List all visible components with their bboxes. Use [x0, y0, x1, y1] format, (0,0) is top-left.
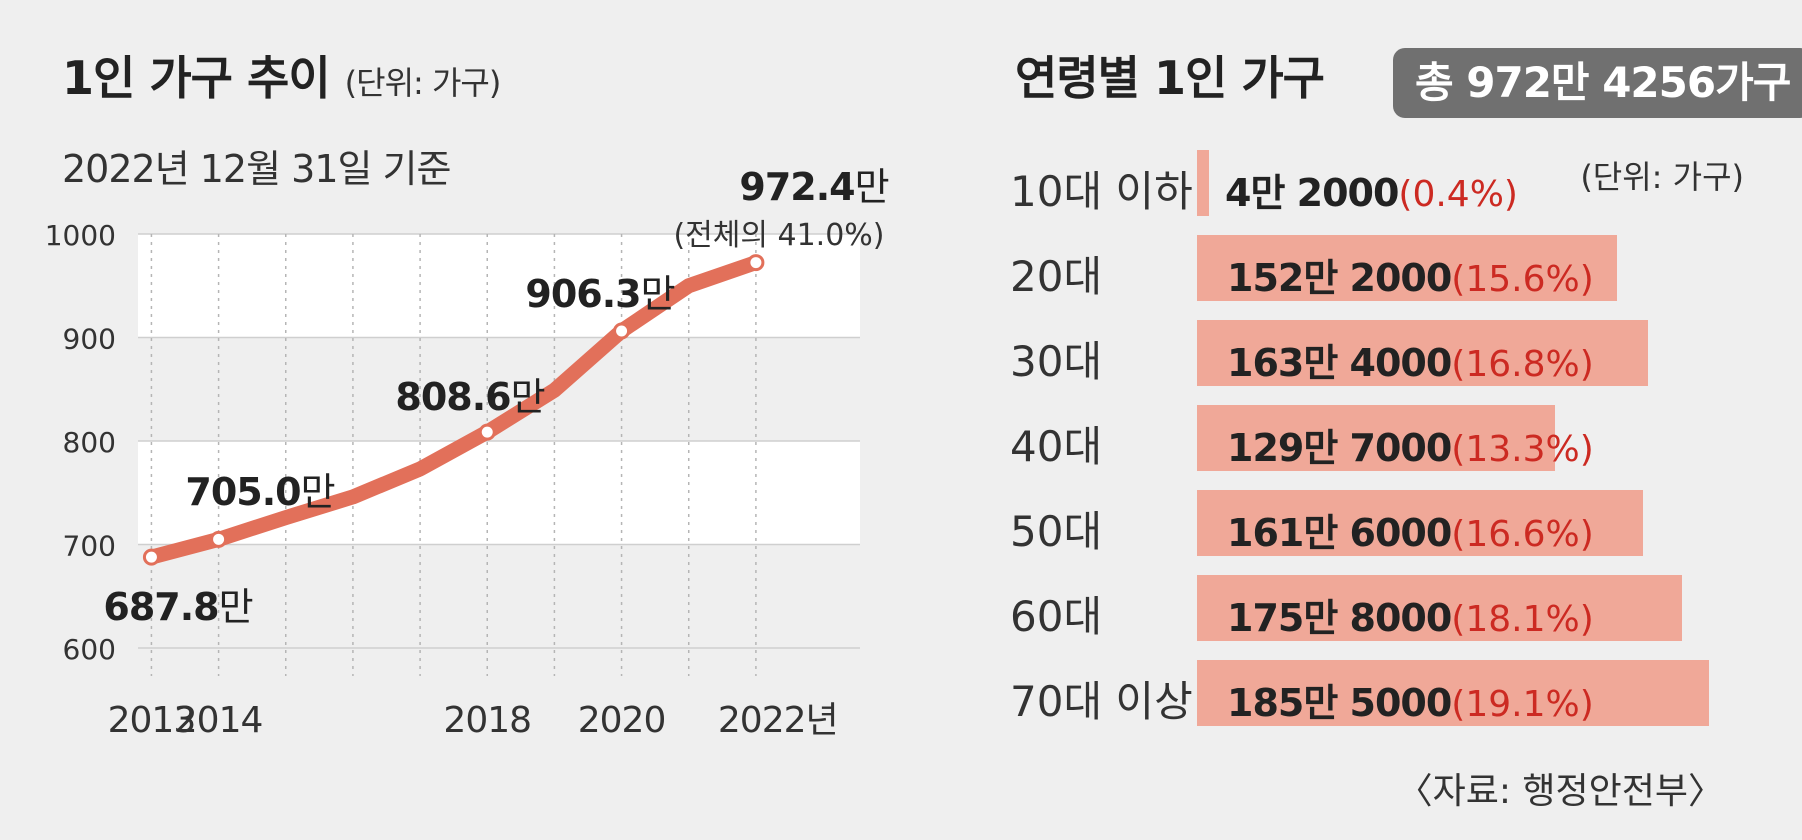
bar-value: 129만 7000: [1227, 426, 1452, 470]
data-label-2014: 705.0만: [185, 470, 334, 514]
bar-value-label: 129만 7000(13.3%): [1227, 417, 1594, 472]
bar-value: 185만 5000: [1227, 681, 1452, 725]
data-point-2022: [747, 254, 765, 272]
line-chart-subtitle: 2022년 12월 31일 기준: [62, 147, 451, 191]
y-tick-label: 1000: [45, 219, 116, 252]
bar-value-label: 185만 5000(19.1%): [1227, 672, 1594, 727]
y-tick-label: 700: [63, 530, 116, 563]
bar-percent: (16.8%): [1451, 344, 1594, 385]
data-label-2020: 906.3만: [525, 272, 674, 316]
x-tick-label: 2022년: [718, 700, 838, 741]
bar-value-label: 163만 4000(16.8%): [1227, 332, 1594, 387]
x-tick-label: 2014: [175, 700, 263, 741]
bar-value-label: 175만 8000(18.1%): [1227, 587, 1594, 642]
bar-4: [1197, 490, 1644, 556]
line-chart-unit: (단위: 가구): [344, 64, 502, 102]
age-category-label: 20대: [1010, 252, 1103, 301]
series-line: [143, 255, 764, 565]
bar-value-label: 4만 2000(0.4%): [1225, 162, 1518, 217]
bar-0: [1197, 150, 1209, 216]
bar-value: 161만 6000: [1227, 511, 1452, 555]
bar-percent: (0.4%): [1398, 174, 1518, 215]
source-note: 〈자료: 행정안전부〉: [1396, 771, 1724, 812]
bar-chart-title: 연령별 1인 가구: [1015, 51, 1325, 105]
bar-value: 152만 2000: [1227, 256, 1452, 300]
age-category-label: 50대: [1010, 507, 1103, 556]
bar-percent: (16.6%): [1451, 514, 1594, 555]
bar-value: 163만 4000: [1227, 341, 1452, 385]
bar-percent: (13.3%): [1451, 429, 1594, 470]
data-point-2020: [613, 322, 631, 340]
bar-2: [1197, 320, 1648, 386]
bar-value: 4만 2000: [1225, 171, 1399, 215]
data-point-2014: [210, 530, 228, 548]
x-tick-label: 2018: [443, 700, 531, 741]
bar-value-label: 161만 6000(16.6%): [1227, 502, 1594, 557]
line-chart-title: 1인 가구 추이 (단위: 가구): [62, 42, 502, 108]
bar-6: [1197, 660, 1709, 726]
data-label-2022: 972.4만: [739, 165, 888, 209]
age-category-label: 60대: [1010, 592, 1103, 641]
y-tick-label: 800: [63, 426, 116, 459]
total-badge: 총 972만 4256가구: [1393, 48, 1802, 118]
data-point-2013: [142, 548, 160, 566]
data-label-2013: 687.8만: [103, 585, 252, 629]
age-category-label: 10대 이하: [1010, 167, 1193, 216]
x-tick-label: 2020: [578, 700, 666, 741]
data-label-note: (전체의 41.0%): [673, 218, 884, 253]
x-tick-label: 2013: [108, 700, 196, 741]
bar-percent: (18.1%): [1451, 599, 1594, 640]
age-category-label: 70대 이상: [1010, 677, 1193, 726]
bar-chart-unit: (단위: 가구): [1580, 158, 1744, 196]
grid-band-0: [138, 234, 860, 338]
bar-value: 175만 8000: [1227, 596, 1452, 640]
bar-1: [1197, 235, 1618, 301]
bar-percent: (15.6%): [1451, 259, 1594, 300]
age-category-label: 40대: [1010, 422, 1103, 471]
bar-percent: (19.1%): [1451, 684, 1594, 725]
bar-value-label: 152만 2000(15.6%): [1227, 247, 1594, 302]
y-tick-label: 900: [63, 323, 116, 356]
age-category-label: 30대: [1010, 337, 1103, 386]
data-label-2018: 808.6만: [395, 375, 544, 419]
line-chart-title-text: 1인 가구 추이: [62, 51, 331, 105]
bar-3: [1197, 405, 1555, 471]
y-tick-label: 600: [63, 633, 116, 666]
data-point-2018: [478, 423, 496, 441]
bar-5: [1197, 575, 1683, 641]
